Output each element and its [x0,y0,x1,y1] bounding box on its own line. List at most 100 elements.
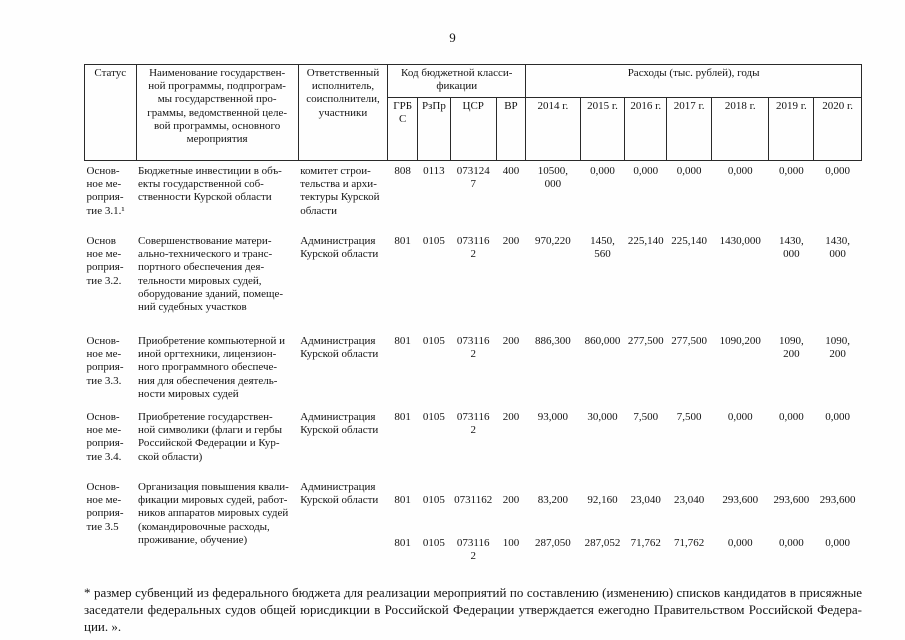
cell-2014: 83,200 287,050 [526,477,580,578]
cell-csr: 073124 7 [456,165,490,191]
cell-executor: Администрация Курской области [300,335,379,361]
cell-csr: 0731162 073116 2 [450,477,496,578]
header-rzpr: РзПр [416,97,451,161]
table-row: Основ- ное ме- роприя- тие 3.3. Приобрет… [85,331,862,407]
value-line: 0731162 [454,494,493,507]
value-line: 293,600 [722,494,759,507]
cell-program-name: Приобретение компьютерной и иной оргтехн… [138,335,286,400]
cell-2014: 93,000 [537,411,569,423]
value-line: 293,600 [773,494,810,507]
value-line: 23,040 [630,494,661,507]
value-line: 71,762 [673,536,705,549]
value-line: 92,160 [587,494,618,507]
cell-2015: 92,160 287,052 [580,477,625,578]
value-line: 293,600 [819,494,856,507]
budget-table: Статус Наименование государствен- ной пр… [84,64,862,578]
cell-program-name: Бюджетные инвестиции в объ- екты государ… [138,165,282,204]
cell-2018: 293,600 0,000 [712,477,769,578]
cell-2020: 1430, 000 [825,235,850,261]
cell-csr: 073116 2 [456,235,490,261]
cell-program-name: Организация повышения квали- фикации мир… [138,481,289,546]
value-line: 83,200 [537,494,569,507]
header-row-top: Статус Наименование государствен- ной пр… [84,64,862,161]
value-line: 801 [394,494,411,507]
cell-2016: 0,000 [633,165,659,177]
footnote-line: заседатели федеральных судов общей юрисд… [84,602,862,618]
footnote-line: ции. ». [84,619,122,635]
value-line: 287,052 [584,536,621,549]
cell-vr: 200 [502,235,520,247]
cell-rzpr: 0105 [422,411,445,423]
header-csr: ЦСР [449,97,497,161]
value-line: 200 [502,494,520,507]
cell-2014: 970,220 [535,235,571,247]
cell-2020: 0,000 [825,165,850,177]
header-status: Статус [84,64,137,161]
cell-grbs: 801 801 [388,477,418,578]
footnote: * размер субвенций из федерального бюдже… [84,584,862,635]
cell-2014: 886,300 [535,335,571,347]
cell-rzpr: 0105 [422,335,445,347]
value-line: 0105 [422,536,445,549]
header-year-2017: 2017 г. [666,97,712,161]
cell-2018: 0,000 [727,165,753,177]
cell-grbs: 801 [394,335,411,347]
table-row: Основ- ное ме- роприя- тие 3.5 Организац… [85,477,862,578]
cell-status: Основ ное ме- роприя- тие 3.2. [86,235,124,287]
cell-2019: 1090, 200 [778,335,804,361]
header-year-2014: 2014 г. [525,97,581,161]
cell-rzpr: 0113 [423,165,445,177]
cell-2016: 225,140 [627,235,664,247]
cell-2020: 1090, 200 [825,335,850,361]
header-executor: Ответственный исполнитель, соисполнители… [297,64,389,161]
cell-2017: 23,040 71,762 [667,477,712,578]
value-line: 0105 [422,494,445,507]
header-year-2019: 2019 г. [768,97,815,161]
cell-status: Основ- ное ме- роприя- тие 3.1.¹ [86,165,125,217]
header-year-2015: 2015 г. [579,97,626,161]
cell-vr: 200 100 [496,477,526,578]
header-year-2016: 2016 г. [624,97,668,161]
cell-2015: 0,000 [590,165,615,177]
cell-program-name: Совершенствование матери- ально-техничес… [138,235,284,313]
table-row: Основ ное ме- роприя- тие 3.2. Совершенс… [85,231,862,331]
cell-2014: 10500, 000 [537,165,569,191]
cell-2016: 277,500 [627,335,664,347]
table-row: Основ- ное ме- роприя- тие 3.1.¹ Бюджетн… [85,161,862,232]
cell-status: Основ- ное ме- роприя- тие 3.4. [86,411,124,463]
cell-2020: 0,000 [825,411,850,423]
cell-2019: 0,000 [778,411,804,423]
cell-vr: 200 [502,335,520,347]
cell-program-name: Приобретение государствен- ной символики… [138,411,283,463]
cell-2020: 293,600 0,000 [814,477,862,578]
value-line: 0,000 [778,536,804,549]
cell-2017: 7,500 [676,411,702,423]
header-expenses: Расходы (тыс. рублей), годы [525,64,862,98]
header-vr: ВР [495,97,527,161]
cell-2019: 1430, 000 [778,235,804,261]
value-line: 0,000 [825,536,850,549]
cell-status: Основ- ное ме- роприя- тие 3.3. [86,335,124,387]
footnote-line: * размер субвенций из федерального бюдже… [84,585,862,601]
cell-status: Основ- ное ме- роприя- тие 3.5 [86,481,124,533]
cell-2017: 277,500 [671,335,707,347]
value-line: 0,000 [727,536,753,549]
cell-csr: 073116 2 [456,335,490,361]
cell-2018: 1430,000 [719,235,761,247]
cell-rzpr: 0105 0105 [417,477,450,578]
cell-2015: 1450, 560 [590,235,615,261]
cell-grbs: 801 [394,411,411,423]
value-line: 287,050 [535,536,571,549]
cell-vr: 200 [502,411,520,423]
header-year-2020: 2020 г. [813,97,862,161]
value-line: 073116 2 [456,536,490,562]
cell-executor: комитет строи- тельства и архи- тектуры … [300,165,380,217]
page-number: 9 [449,30,456,45]
header-year-2018: 2018 г. [710,97,770,161]
value-line: 71,762 [630,536,661,549]
cell-2016: 7,500 [633,411,659,423]
cell-rzpr: 0105 [422,235,445,247]
cell-2019: 293,600 0,000 [769,477,814,578]
cell-executor: Администрация Курской области [300,411,379,437]
